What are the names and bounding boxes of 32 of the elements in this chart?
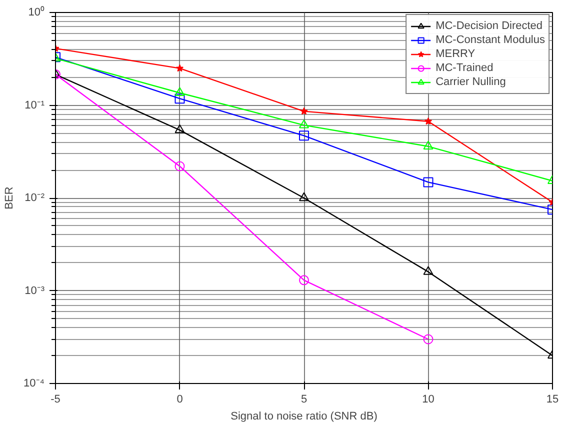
legend-label: MC-Decision Directed [436,19,543,33]
point [423,140,434,150]
point [423,334,434,344]
x-tick-label: 10 [422,394,434,406]
point [423,266,434,275]
point [424,117,432,125]
y-tick-label: 10⁻⁴ [24,378,45,390]
legend-label: Carrier Nulling [436,75,506,89]
y-tick-label: 10⁻² [24,192,45,204]
legend-label: MC-Constant Modulus [436,33,545,47]
x-tick-label: -5 [50,394,60,406]
x-axis-title: Signal to noise ratio (SNR dB) [230,410,378,422]
y-tick-label: 10⁻¹ [24,99,45,112]
point [300,107,308,115]
x-tick-label: 5 [300,394,308,406]
legend-label: MC-Trained [436,61,494,75]
y-tick-label: 10⁻³ [24,284,45,297]
point [299,275,309,286]
point [299,119,309,128]
point [174,161,185,172]
point [174,87,185,96]
point [174,94,185,104]
point [299,130,309,141]
x-tick-label: 15 [546,394,559,406]
point [423,177,434,188]
point [299,192,309,202]
point [176,64,184,72]
y-tick-label: 10⁰ [28,6,45,18]
x-tick-label: 0 [176,394,183,406]
y-axis-title: BER [4,186,16,210]
point [174,124,185,134]
legend-label: MERRY [436,47,476,61]
